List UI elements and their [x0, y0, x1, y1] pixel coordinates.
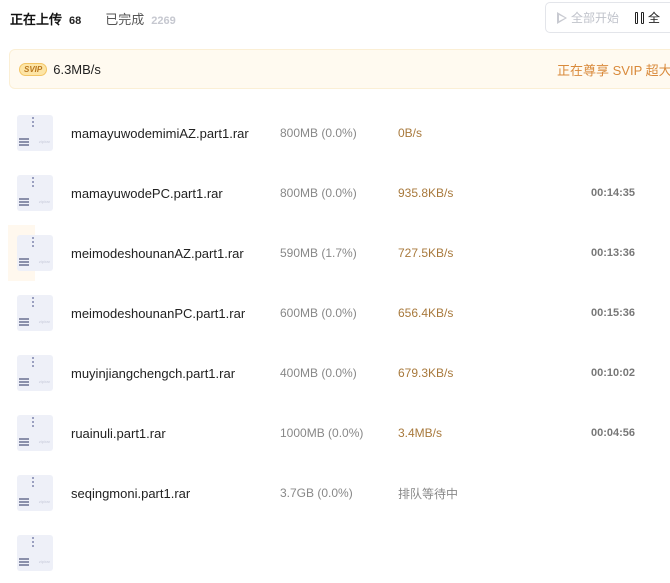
file-row[interactable]: zip/rar meimodeshounanPC.part1.rar 600MB… [0, 283, 670, 343]
tab-count: 2269 [151, 15, 176, 27]
file-row[interactable]: zip/rar muyinjiangchengch.part1.rar 400M… [0, 343, 670, 403]
file-row[interactable]: zip/rar seqingmoni.part1.rar 3.7GB (0.0%… [0, 463, 670, 523]
file-size: 1000MB (0.0%) [280, 426, 364, 440]
file-name: mamayuwodePC.part1.rar [71, 185, 223, 201]
file-size: 600MB (0.0%) [280, 306, 357, 320]
upload-speed: 656.4KB/s [398, 306, 454, 320]
time-remaining: 00:14:35 [591, 187, 636, 199]
pause-all-label: 全 [648, 11, 661, 25]
file-name: ruainuli.part1.rar [71, 425, 166, 441]
upload-speed: 935.8KB/s [398, 186, 454, 200]
svip-banner: SVIP 6.3MB/s 正在尊享 SVIP 超大 [9, 49, 670, 89]
start-all-button[interactable]: 全部开始 [557, 9, 620, 26]
total-speed: 6.3MB/s [53, 61, 101, 77]
zip-file-icon: zip/rar [17, 535, 53, 571]
time-remaining: 00:10:02 [591, 367, 636, 379]
file-row[interactable]: zip/rar mamayuwodePC.part1.rar 800MB (0.… [0, 163, 670, 223]
zip-file-icon: zip/rar [17, 475, 53, 511]
upload-speed: 727.5KB/s [398, 246, 454, 260]
file-name: muyinjiangchengch.part1.rar [71, 365, 236, 381]
file-name: mamayuwodemimiAZ.part1.rar [71, 125, 249, 141]
zip-file-icon: zip/rar [17, 115, 53, 151]
tab-count: 68 [69, 15, 82, 27]
zip-file-icon: zip/rar [17, 295, 53, 331]
upload-speed: 3.4MB/s [398, 426, 443, 440]
tab-uploading[interactable]: 正在上传 68 [10, 9, 81, 28]
time-remaining: 00:15:36 [591, 307, 636, 319]
file-row[interactable]: zip/rar [0, 523, 670, 583]
tab-label: 已完成 [105, 12, 145, 27]
upload-speed: 排队等待中 [398, 486, 459, 501]
file-size: 800MB (0.0%) [280, 186, 357, 200]
pause-icon [635, 11, 645, 24]
zip-file-icon: zip/rar [17, 175, 53, 211]
upload-speed: 0B/s [398, 126, 423, 140]
file-row[interactable]: zip/rar ruainuli.part1.rar 1000MB (0.0%)… [0, 403, 670, 463]
zip-file-icon: zip/rar [17, 415, 53, 451]
file-size: 590MB (1.7%) [280, 246, 357, 260]
file-size: 400MB (0.0%) [280, 366, 357, 380]
file-row[interactable]: zip/rar mamayuwodemimiAZ.part1.rar 800MB… [0, 103, 670, 163]
upload-tabs: 正在上传 68 已完成 2269 [10, 9, 200, 28]
pause-all-button[interactable]: 全 [635, 9, 660, 26]
time-remaining: 00:04:56 [591, 427, 636, 439]
file-size: 3.7GB (0.0%) [280, 486, 353, 500]
start-all-label: 全部开始 [571, 11, 620, 25]
tab-completed[interactable]: 已完成 2269 [105, 9, 176, 28]
zip-file-icon: zip/rar [17, 355, 53, 391]
file-size: 800MB (0.0%) [280, 126, 357, 140]
svip-promo-link[interactable]: 正在尊享 SVIP 超大 [557, 62, 670, 78]
tab-label: 正在上传 [10, 12, 63, 27]
play-icon [557, 11, 567, 24]
file-row[interactable]: zip/rar meimodeshounanAZ.part1.rar 590MB… [0, 223, 670, 283]
upload-speed: 679.3KB/s [398, 366, 454, 380]
zip-file-icon: zip/rar [17, 235, 53, 271]
toolbar: 全部开始 全 [545, 2, 670, 33]
file-name: meimodeshounanPC.part1.rar [71, 305, 246, 321]
time-remaining: 00:13:36 [591, 247, 636, 259]
file-name: seqingmoni.part1.rar [71, 485, 191, 501]
file-name: meimodeshounanAZ.part1.rar [71, 245, 244, 261]
svip-badge: SVIP [19, 62, 48, 76]
